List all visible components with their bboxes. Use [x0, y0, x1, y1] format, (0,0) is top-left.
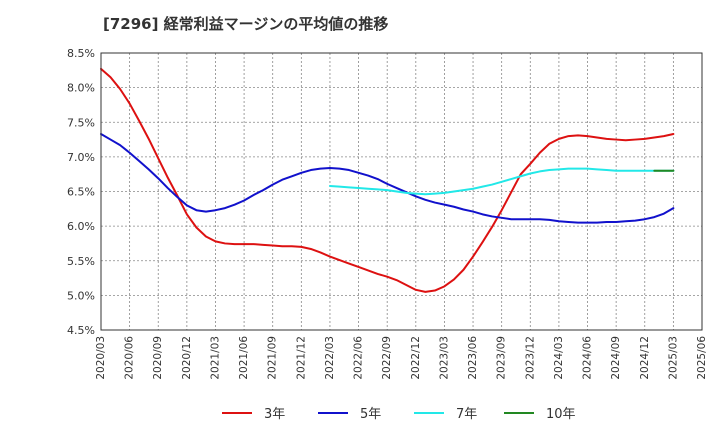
x-tick-label: 2021/03	[209, 336, 221, 380]
x-tick-label: 2025/03	[667, 336, 679, 380]
chart-title: [7296] 経常利益マージンの平均値の推移	[103, 15, 389, 33]
x-tick-label: 2021/09	[267, 336, 279, 380]
x-tick-label: 2022/09	[381, 336, 393, 380]
plot-area-frame	[100, 52, 703, 331]
x-tick-label: 2023/09	[496, 336, 508, 380]
y-tick-label: 4.5%	[67, 324, 95, 337]
y-tick-label: 8.5%	[67, 47, 95, 60]
y-tick-label: 5.5%	[67, 255, 95, 268]
legend-label-1: 3年	[264, 407, 285, 422]
series-line-2	[100, 133, 675, 224]
series-lines	[100, 67, 675, 293]
series-line-3	[328, 167, 675, 196]
y-axis: 4.5% 5.0% 5.5% 6.0% 6.5% 7.0% 7.5% 8.0% 8.5%	[67, 47, 95, 337]
x-tick-label: 2024/03	[553, 336, 565, 380]
x-tick-label: 2020/09	[152, 336, 164, 380]
x-tick-label: 2020/12	[181, 336, 193, 380]
x-tick-label: 2021/12	[295, 336, 307, 380]
x-tick-label: 2023/03	[438, 336, 450, 380]
x-tick-label: 2022/06	[353, 336, 365, 380]
y-tick-label: 6.0%	[67, 220, 95, 233]
y-tick-label: 6.5%	[67, 186, 95, 199]
legend-label-4: 10年	[546, 407, 576, 422]
x-tick-label: 2024/06	[582, 336, 594, 380]
legend-label-2: 5年	[360, 407, 381, 422]
y-tick-label: 8.0%	[67, 82, 95, 95]
x-tick-label: 2023/06	[467, 336, 479, 380]
x-tick-label: 2022/12	[410, 336, 422, 380]
legend: 3年 5年 7年 10年	[222, 407, 576, 422]
x-axis: 2020/03 2020/06 2020/09 2020/12 2021/03 2021/…	[95, 336, 708, 380]
series-line-1	[100, 67, 675, 293]
x-tick-label: 2022/03	[324, 336, 336, 380]
x-tick-label: 2020/03	[95, 336, 107, 380]
y-tick-label: 5.0%	[67, 289, 95, 302]
x-tick-label: 2021/06	[238, 336, 250, 380]
x-tick-label: 2025/06	[696, 336, 708, 380]
x-tick-label: 2024/12	[639, 336, 651, 380]
x-tick-label: 2020/06	[124, 336, 136, 380]
legend-label-3: 7年	[456, 407, 477, 422]
x-tick-label: 2023/12	[524, 336, 536, 380]
x-tick-label: 2024/09	[610, 336, 622, 380]
y-tick-label: 7.5%	[67, 116, 95, 129]
y-tick-label: 7.0%	[67, 151, 95, 164]
